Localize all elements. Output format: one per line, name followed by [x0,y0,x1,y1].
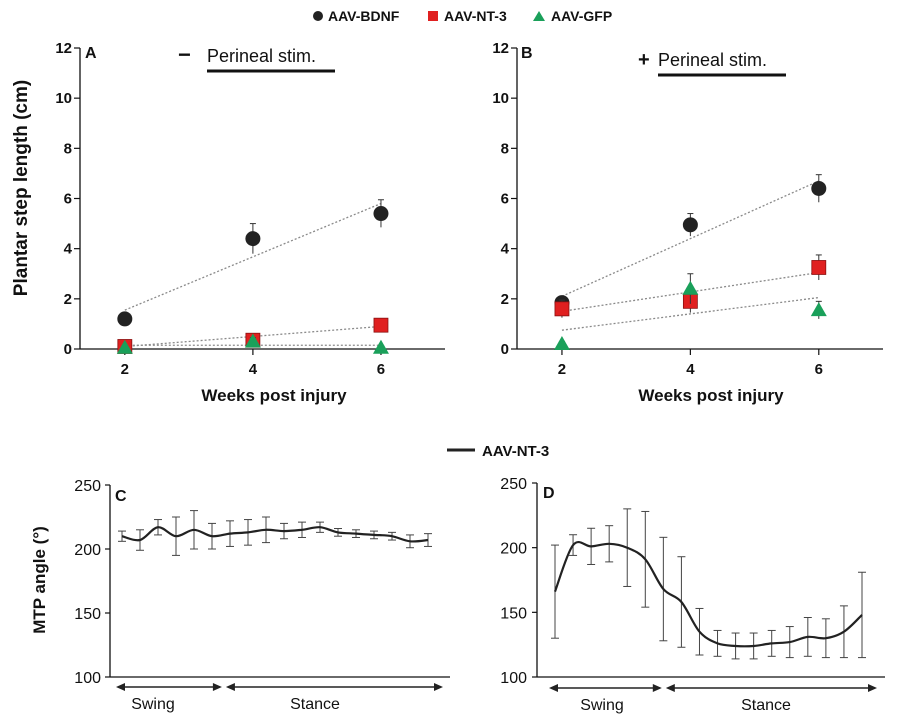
panel-b-trendline-aav-gfp [561,296,819,331]
panel-a: A − Perineal stim. 0 2 4 6 8 10 12 2 4 6 Weeks p… [55,40,445,405]
panel-a-letter: A [85,45,97,62]
panel-b: B + Perineal stim. 0 2 4 6 8 10 12 2 4 6 Weeks p… [492,40,883,405]
panel-a-point-aav-bdnf [373,206,389,222]
panel-a-trendline-aav-bdnf [124,202,382,311]
panel-b-y-tick-label: 12 [492,40,509,57]
panel-a-y-tick-label: 2 [64,291,72,308]
panel-b-x-tick-label: 2 [558,361,566,378]
panel-d-stance-label: Stance [741,697,791,714]
panel-d-letter: D [543,485,555,502]
panel-b-x-tick-label: 6 [815,361,823,378]
panel-b-point-aav-nt-3 [811,260,827,275]
panel-a-point-aav-nt-3 [373,317,389,333]
panel-a-stim-label: Perineal stim. [207,46,316,66]
panel-c-y-tick-label: 100 [74,670,101,687]
panel-c-swing-arrow-left-head [116,683,125,691]
panel-a-x-tick-label: 6 [377,361,385,378]
panel-b-x-tick-label: 4 [686,361,695,378]
y-axis-title-cd: MTP angle (°) [30,526,49,634]
panel-b-letter: B [521,45,533,62]
panel-b-stim-sign: + [638,49,650,71]
panel-a-point-aav-gfp [244,333,261,348]
panel-b-y-tick-label: 4 [501,241,510,258]
panel-a-y-tick-label: 6 [64,191,72,208]
panel-d-y-tick-label: 200 [500,541,527,558]
panel-b-trendline-aav-bdnf [561,180,820,297]
panel-c-stance-arrow-right-head [434,683,443,691]
y-axis-title-ab: Plantar step length (cm) [11,80,32,296]
panel-c: C 100 150 200 250 Swing Stance [74,478,450,713]
panel-b-point-aav-bdnf [811,180,827,196]
panel-a-y-tick-label: 0 [64,341,72,358]
panel-c-y-tick-label: 250 [74,478,101,495]
panel-a-x-tick-label: 2 [121,361,129,378]
panel-d-stance-arrow-left-head [665,684,675,692]
panel-b-point-aav-gfp [810,302,827,317]
panel-b-y-tick-label: 6 [501,191,509,208]
panel-b-point-aav-gfp [682,280,699,295]
panel-d-y-tick-label: 150 [500,605,527,622]
panel-b-point-aav-gfp [553,335,570,350]
panel-c-stance-arrow-left-head [225,683,235,691]
panel-d-y-tick-label: 250 [500,476,527,493]
panel-b-x-axis-title: Weeks post injury [638,386,784,405]
panel-d-swing-label: Swing [580,697,624,714]
panel-a-point-aav-gfp [116,339,133,354]
panel-d-swing-arrow-left-head [549,684,558,692]
legend-label-gfp: AAV-GFP [551,8,612,24]
legend-label-nt3: AAV-NT-3 [444,8,507,24]
legend-line-label-nt3: AAV-NT-3 [482,443,549,460]
legend-marker-gfp [533,11,545,21]
panel-a-y-tick-label: 4 [64,241,73,258]
legend-marker-bdnf [313,11,323,21]
panel-d-stance-arrow-right-head [868,684,877,692]
legend-marker-nt3 [428,11,438,21]
panel-c-stance-label: Stance [290,696,340,713]
panel-a-x-axis-title: Weeks post injury [201,386,347,405]
panel-a-point-aav-bdnf [245,231,261,247]
panel-b-y-tick-label: 10 [492,90,509,107]
panel-b-y-tick-label: 8 [501,140,509,157]
panel-a-point-aav-bdnf [117,311,133,327]
panel-b-point-aav-nt-3 [554,301,570,317]
panel-a-y-tick-label: 8 [64,140,72,157]
panel-c-series-line [121,526,429,543]
panel-a-y-tick-label: 10 [55,90,72,107]
panel-c-y-tick-label: 150 [74,606,101,623]
panel-d: D 100 150 200 250 Swing Stance [500,476,885,714]
panel-b-y-tick-label: 0 [501,341,509,358]
panel-a-point-aav-gfp [372,339,389,354]
panel-a-y-tick-label: 12 [55,40,72,57]
panel-d-swing-arrow-right-head [652,684,662,692]
panel-a-x-tick-label: 4 [249,361,258,378]
panel-c-swing-arrow-right-head [212,683,222,691]
legend-label-bdnf: AAV-BDNF [328,8,400,24]
panel-d-series-line [553,541,863,648]
panel-c-swing-label: Swing [131,696,175,713]
panel-d-y-tick-label: 100 [500,670,527,687]
panel-b-point-aav-bdnf [682,217,698,233]
panel-c-y-tick-label: 200 [74,542,101,559]
panel-b-stim-label: Perineal stim. [658,50,767,70]
panel-c-letter: C [115,488,127,505]
panel-b-y-tick-label: 2 [501,291,509,308]
bottom-legend: AAV-NT-3 [447,443,549,460]
top-legend: AAV-BDNF AAV-NT-3 AAV-GFP [313,8,612,24]
panel-a-stim-sign: − [178,42,191,67]
